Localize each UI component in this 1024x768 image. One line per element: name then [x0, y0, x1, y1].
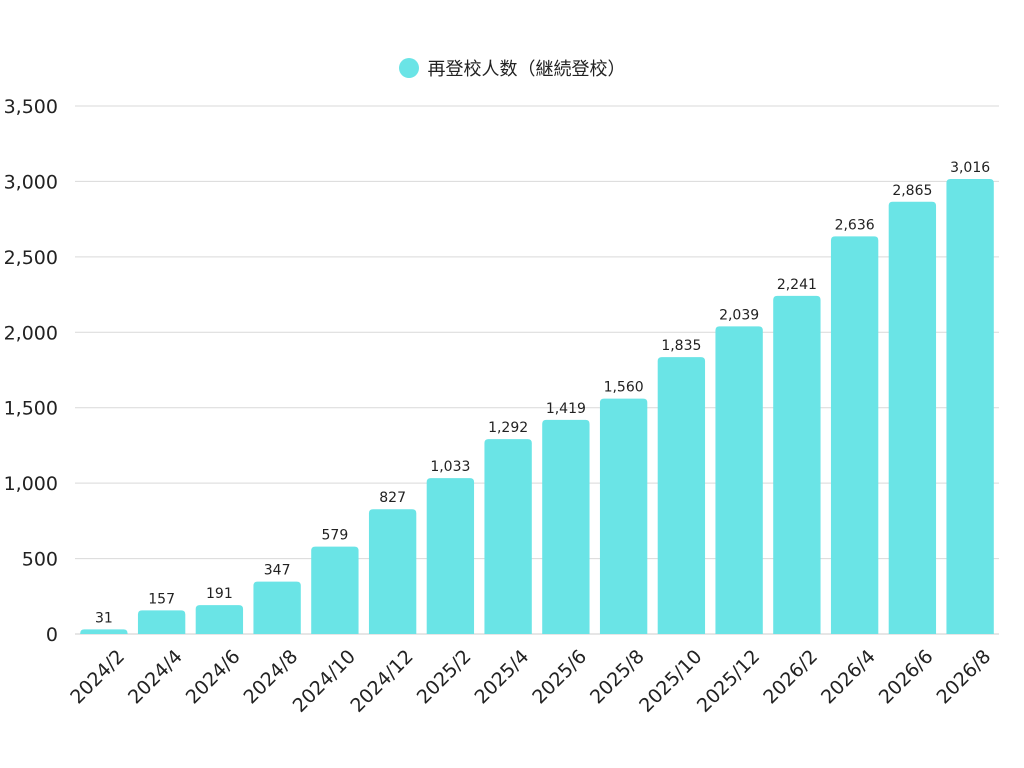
y-tick-label: 2,000 — [4, 322, 58, 344]
bar — [137, 610, 186, 634]
bar — [830, 236, 879, 634]
bar — [426, 478, 475, 634]
x-tick-label: 2025/10 — [635, 646, 706, 717]
y-tick-label: 3,500 — [4, 96, 58, 118]
legend-swatch — [398, 58, 419, 78]
bar-data-label: 1,292 — [488, 420, 528, 436]
x-tick-label: 2024/10 — [289, 646, 360, 717]
y-tick-label: 500 — [22, 549, 58, 571]
x-tick-label: 2024/2 — [66, 646, 129, 709]
bar — [253, 581, 301, 634]
bar — [80, 629, 128, 634]
chart-legend: 再登校人数（継続登校） — [0, 54, 1024, 82]
bar-data-label: 2,241 — [777, 277, 817, 293]
bar-data-label: 1,033 — [430, 459, 470, 475]
bar — [715, 326, 763, 634]
bar-data-label: 347 — [264, 563, 291, 579]
bar — [888, 201, 937, 634]
y-tick-label: 2,500 — [4, 247, 58, 269]
bar — [599, 398, 648, 634]
bar-data-label: 157 — [148, 591, 175, 607]
y-tick-label: 1,500 — [4, 398, 58, 420]
x-tick-label: 2024/6 — [182, 646, 245, 709]
y-tick-label: 0 — [46, 624, 58, 646]
bar — [542, 419, 590, 634]
x-tick-label: 2026/2 — [759, 646, 822, 709]
bar-data-label: 1,835 — [661, 338, 701, 354]
x-tick-label: 2025/6 — [528, 646, 591, 709]
bar — [311, 546, 359, 634]
x-tick-label: 2025/12 — [693, 646, 764, 717]
bar — [484, 439, 532, 634]
bar-data-label: 827 — [379, 490, 406, 506]
bar — [946, 179, 994, 634]
bar-data-label: 2,636 — [835, 217, 875, 233]
x-tick-label: 2024/12 — [346, 646, 417, 717]
legend-label: 再登校人数（継続登校） — [427, 59, 626, 80]
bar — [195, 605, 244, 634]
bar-data-label: 31 — [95, 610, 113, 626]
bar-data-label: 2,865 — [892, 183, 932, 199]
y-tick-label: 3,000 — [4, 171, 58, 193]
x-tick-label: 2025/2 — [413, 646, 476, 709]
x-tick-label: 2026/6 — [875, 646, 938, 709]
bar-data-label: 3,016 — [950, 160, 990, 176]
x-tick-label: 2025/4 — [470, 646, 533, 709]
x-tick-label: 2024/4 — [124, 646, 187, 709]
bar-data-label: 191 — [206, 586, 233, 602]
bar-data-label: 1,560 — [604, 380, 644, 396]
bar-data-label: 1,419 — [546, 401, 586, 417]
bar — [773, 295, 821, 634]
bar-data-label: 2,039 — [719, 307, 759, 323]
x-tick-label: 2026/4 — [817, 646, 880, 709]
bar — [368, 509, 417, 634]
x-tick-label: 2026/8 — [932, 646, 995, 709]
y-tick-label: 1,000 — [4, 473, 58, 495]
bar-data-label: 579 — [322, 528, 349, 544]
bar — [657, 357, 706, 634]
